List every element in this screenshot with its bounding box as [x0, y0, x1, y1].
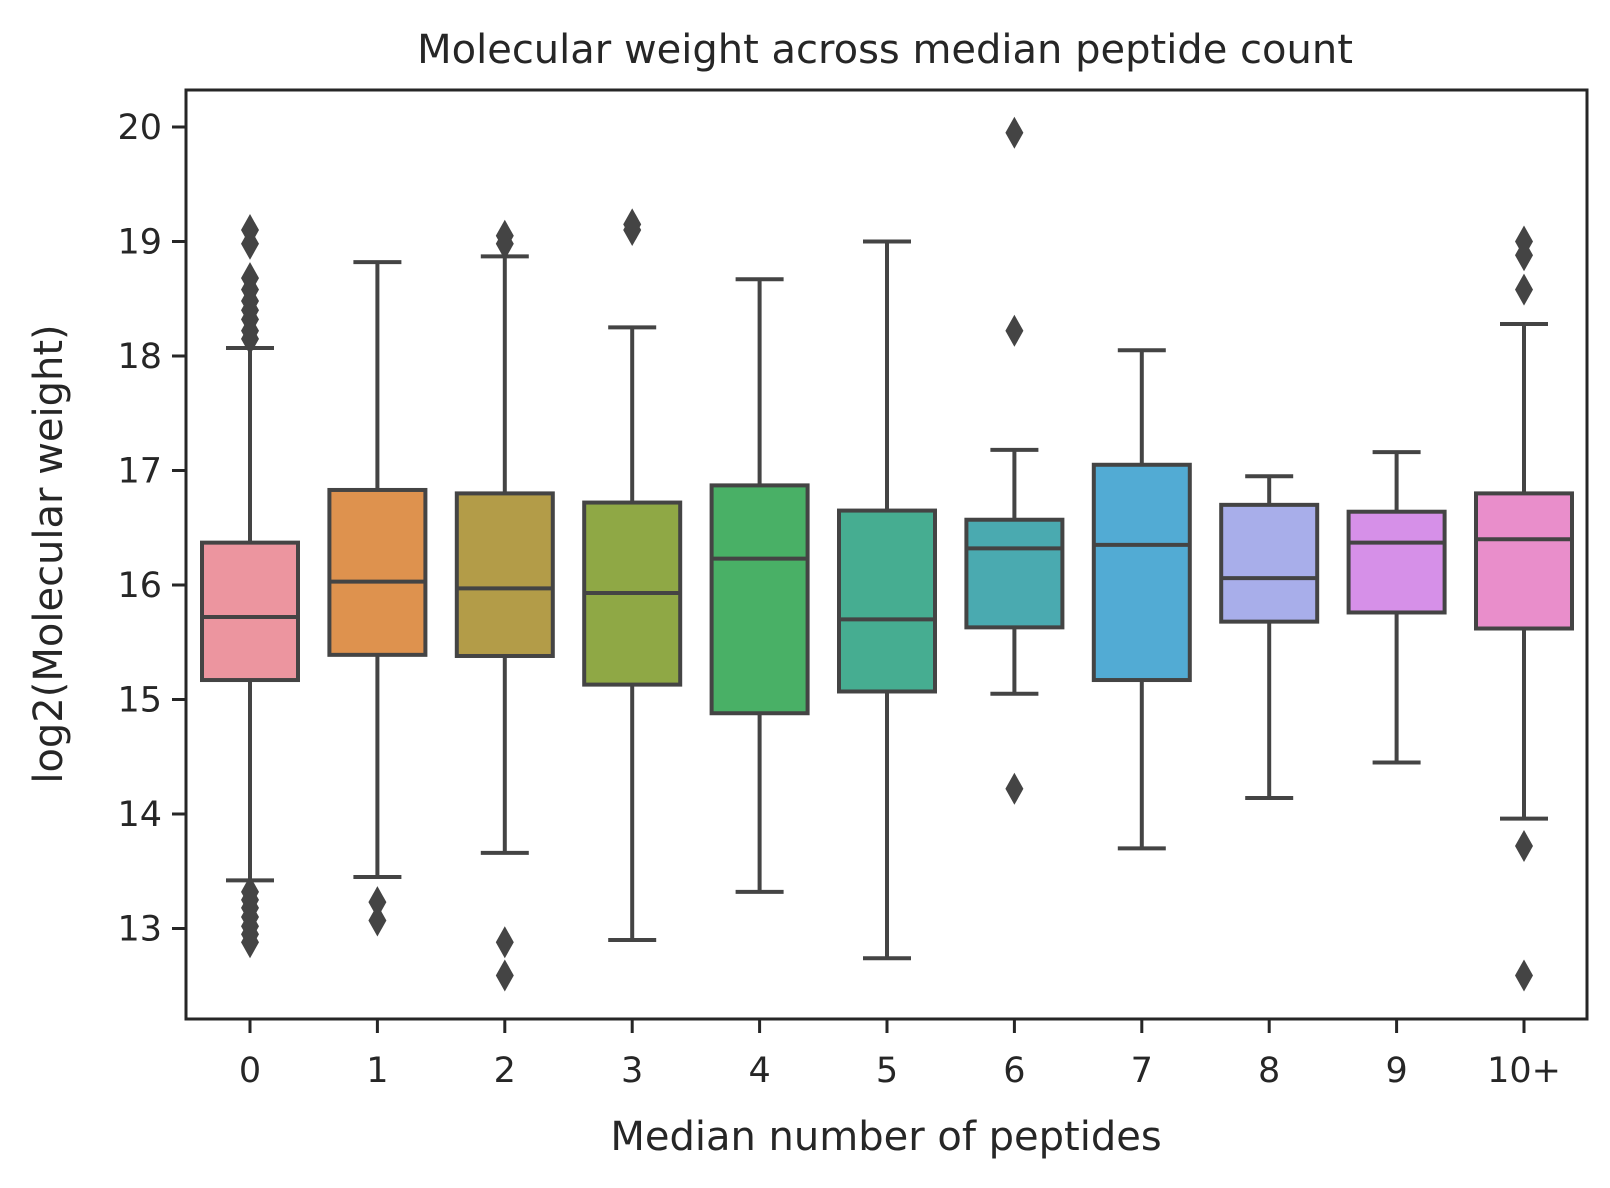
- outlier-point: [623, 214, 642, 247]
- x-tick-label: 5: [876, 1051, 898, 1091]
- x-tick-label: 3: [621, 1051, 643, 1091]
- y-tick-label: 18: [117, 337, 162, 377]
- y-tick-label: 15: [117, 681, 162, 721]
- x-axis-label: Median number of peptides: [610, 1114, 1161, 1160]
- y-tick-label: 14: [117, 795, 162, 835]
- x-tick-label: 2: [494, 1051, 516, 1091]
- box: [1219, 502, 1320, 624]
- y-tick-label: 20: [117, 108, 162, 148]
- outlier-point: [1005, 116, 1024, 149]
- x-tick-label: 0: [239, 1051, 261, 1091]
- outlier-point: [241, 926, 259, 959]
- y-axis: 13 14 15 16 17 18 19 20: [117, 108, 186, 950]
- outlier-point: [1515, 959, 1533, 992]
- y-tick-label: 13: [117, 910, 162, 950]
- y-axis-label: log2(Molecular weight): [26, 324, 72, 783]
- box: [454, 491, 555, 658]
- outlier-point: [1005, 772, 1024, 805]
- y-tick-label: 17: [117, 452, 162, 492]
- box: [200, 540, 300, 683]
- y-tick-label: 16: [117, 566, 162, 606]
- outlier-point: [1515, 273, 1533, 306]
- box-group-0: [200, 214, 300, 959]
- y-tick-label: 19: [117, 223, 162, 263]
- plot-area: [200, 116, 1574, 992]
- box-group-2: [454, 219, 555, 992]
- x-tick-label: 8: [1258, 1051, 1280, 1091]
- box-group-3: [582, 208, 683, 942]
- box-group-9: [1346, 450, 1447, 765]
- box-group-7: [1091, 348, 1192, 851]
- box-group-5: [837, 239, 937, 961]
- box: [964, 517, 1065, 630]
- outlier-point: [241, 322, 259, 355]
- outlier-point: [495, 926, 514, 959]
- outlier-point: [495, 227, 514, 260]
- outlier-point: [1005, 314, 1024, 347]
- box: [1091, 462, 1192, 683]
- outlier-point: [1515, 830, 1533, 863]
- box-group-6: [964, 116, 1065, 805]
- box: [1346, 509, 1447, 615]
- outlier-point: [495, 959, 514, 992]
- outlier-point: [241, 227, 259, 260]
- box: [327, 487, 428, 657]
- outlier-point: [1515, 239, 1533, 272]
- outlier-point: [368, 904, 387, 937]
- x-tick-label: 9: [1385, 1051, 1407, 1091]
- box-group-8: [1219, 474, 1320, 800]
- x-tick-label: 4: [748, 1051, 770, 1091]
- x-axis: 0 1 2 3 4 5 6 7 8 9 10+: [239, 1019, 1561, 1091]
- x-tick-label: 10+: [1487, 1051, 1561, 1091]
- box-group-4: [709, 277, 810, 894]
- box: [837, 508, 937, 694]
- box: [709, 483, 810, 716]
- outlier-point: [368, 886, 387, 919]
- x-tick-label: 6: [1003, 1051, 1025, 1091]
- box-group-1: [327, 260, 428, 937]
- box: [1474, 491, 1574, 631]
- chart-title: Molecular weight across median peptide c…: [417, 27, 1353, 73]
- x-tick-label: 1: [366, 1051, 388, 1091]
- box-group-10+: [1474, 225, 1574, 992]
- x-tick-label: 7: [1131, 1051, 1153, 1091]
